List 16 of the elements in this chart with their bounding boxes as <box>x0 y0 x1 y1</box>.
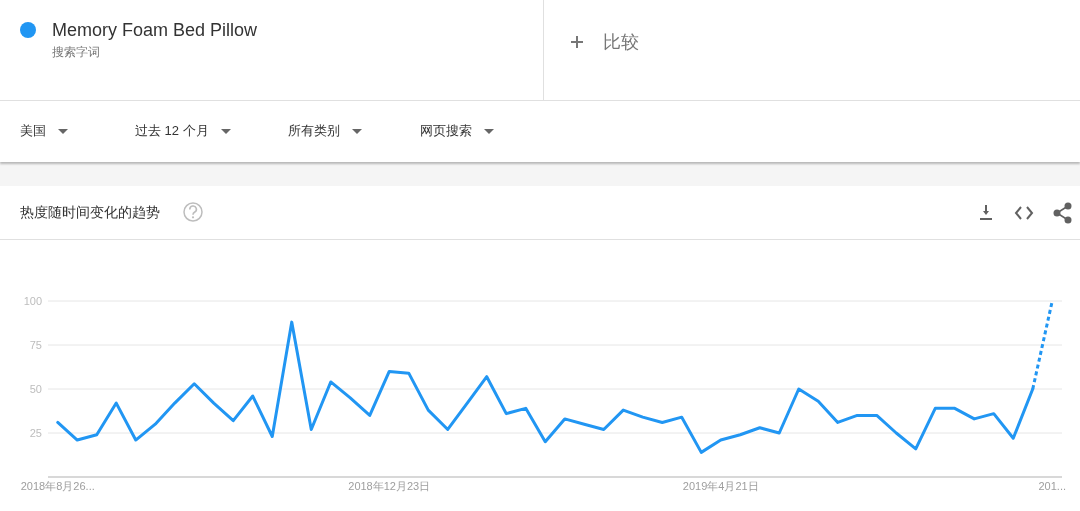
legend-label: Memory Foam Bed Pillow <box>52 20 258 40</box>
text: 美国 <box>20 122 46 140</box>
text: 比较 <box>603 31 639 53</box>
y-tick-label: 100 <box>23 294 42 307</box>
x-tick-label: 201... <box>1038 479 1067 492</box>
x-tick-label: 2018年12月23日 <box>348 479 431 492</box>
x-tick-label: 2018年8月26... <box>20 479 95 492</box>
y-tick-label: 50 <box>29 382 42 395</box>
y-tick-label: 75 <box>29 338 42 351</box>
chart-title: 热度随时间变化的趋势 <box>20 203 160 221</box>
text: 搜索字词 <box>52 44 100 60</box>
y-tick-label: 25 <box>29 426 42 439</box>
text: 网页搜索 <box>420 122 472 140</box>
x-tick-label: 2019年4月21日 <box>682 479 759 492</box>
text: 过去 12 个月 <box>135 122 209 140</box>
text: 所有类别 <box>288 122 340 140</box>
